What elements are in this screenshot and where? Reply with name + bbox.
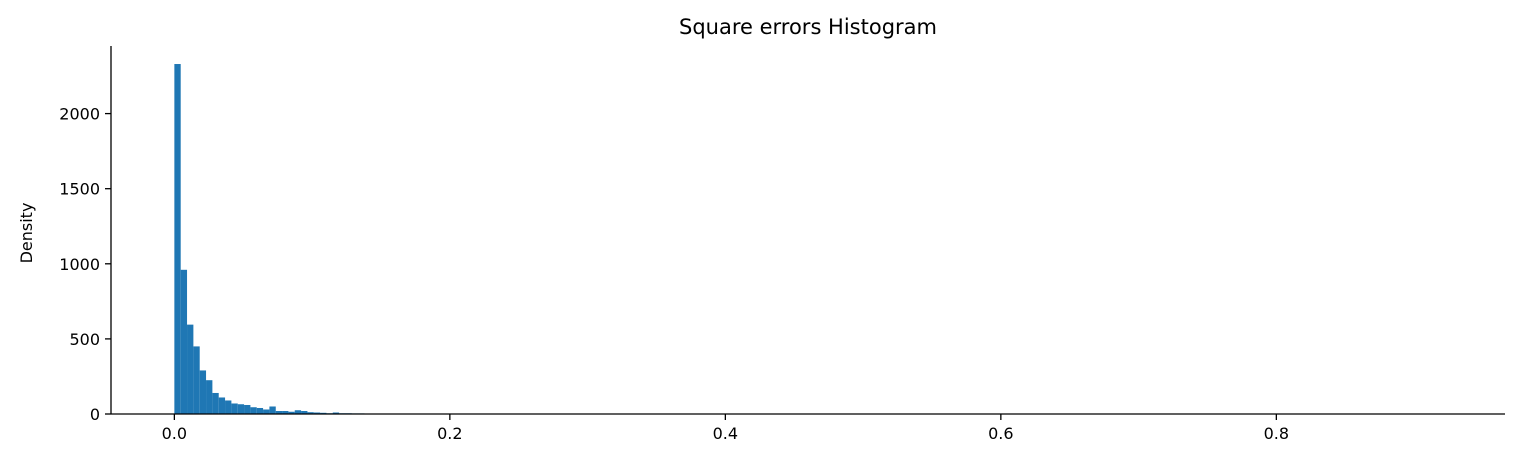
y-axis-label: Density [17, 203, 36, 264]
x-tick-label: 0.4 [713, 424, 738, 443]
histogram-bar [257, 408, 263, 414]
x-tick-label: 0.2 [437, 424, 462, 443]
histogram-bar [193, 346, 199, 414]
histogram-bar [181, 270, 187, 414]
y-tick-label: 500 [69, 330, 100, 349]
histogram-bar [263, 409, 269, 414]
x-tick-label: 0.6 [988, 424, 1013, 443]
histogram-bars [174, 64, 427, 414]
x-tick-label: 0.0 [162, 424, 187, 443]
histogram-bar [200, 370, 206, 414]
histogram-bar [212, 393, 218, 414]
y-tick-label: 0 [90, 405, 100, 424]
histogram-bar [187, 325, 193, 414]
histogram-bar [206, 380, 212, 414]
y-tick-label: 2000 [59, 105, 100, 124]
x-tick-label: 0.8 [1264, 424, 1289, 443]
histogram-bar [174, 64, 180, 414]
chart-title: Square errors Histogram [679, 15, 937, 39]
histogram-bar [250, 407, 256, 414]
y-tick-label: 1500 [59, 180, 100, 199]
y-tick-label: 1000 [59, 255, 100, 274]
histogram-bar [225, 400, 231, 414]
histogram-bar [219, 397, 225, 414]
histogram-bar [269, 406, 275, 414]
histogram-bar [238, 404, 244, 414]
histogram-bar [231, 403, 237, 414]
axes: 0.0 0.2 0.4 0.6 0.8 0 500 1000 1500 2000 [59, 46, 1505, 443]
histogram-bar [244, 405, 250, 414]
